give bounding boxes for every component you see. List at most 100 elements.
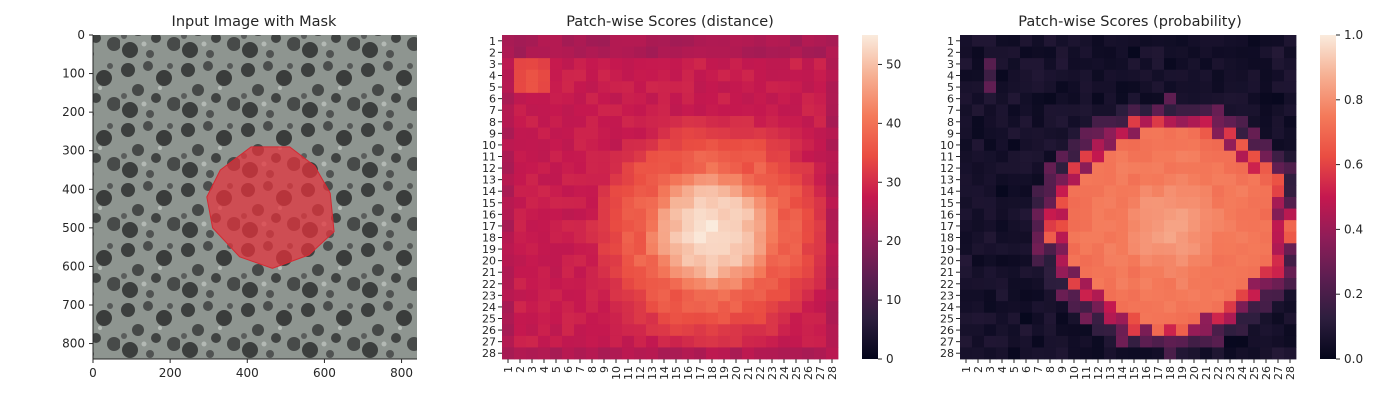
heatmap-cell xyxy=(766,208,779,221)
heatmap-cell xyxy=(960,231,973,244)
heatmap-cell xyxy=(790,312,803,325)
heatmap-cell xyxy=(550,69,563,82)
panel-input-image: Input Image with Mask 0 200 400 600 800 0100… xyxy=(62,14,417,380)
heatmap-cell xyxy=(826,324,839,337)
heatmap-cell xyxy=(766,58,779,71)
x-tick-label: 17 xyxy=(694,366,707,380)
heatmap-cell xyxy=(1044,69,1057,82)
heatmap-cell xyxy=(586,139,599,152)
heatmap-cell xyxy=(742,185,755,198)
heatmap-cell xyxy=(1104,127,1117,140)
heatmap-cell xyxy=(960,254,973,267)
heatmap-cell xyxy=(1272,278,1285,290)
heatmap-cell xyxy=(972,231,985,244)
heatmap-cell xyxy=(1260,139,1273,152)
heatmap-cell xyxy=(1080,312,1093,325)
heatmap-cell xyxy=(984,301,997,314)
heatmap-cell xyxy=(1200,335,1213,348)
heatmap-cell xyxy=(1008,289,1021,302)
heatmap-cell xyxy=(538,104,551,117)
heatmap-cell xyxy=(1152,254,1165,267)
heatmap-cell xyxy=(996,35,1009,47)
heatmap-cell xyxy=(1020,324,1033,337)
heatmap-cell xyxy=(1056,35,1069,47)
heatmap-cell xyxy=(670,289,683,302)
heatmap-cell xyxy=(1236,46,1249,59)
heatmap-cell xyxy=(646,278,659,290)
heatmap-cell xyxy=(1272,104,1285,117)
heatmap-cell xyxy=(1008,231,1021,244)
heatmap-cell xyxy=(1020,127,1033,140)
heatmap-cell xyxy=(670,46,683,59)
heatmap-cell xyxy=(1068,185,1081,198)
heatmap-cell xyxy=(730,173,743,186)
heatmap-cell xyxy=(1284,278,1297,290)
heatmap-cell xyxy=(658,35,671,47)
heatmap-cell xyxy=(730,197,743,209)
heatmap-cell xyxy=(718,69,731,82)
heatmap-cell xyxy=(550,231,563,244)
heatmap-cell xyxy=(1128,301,1141,314)
heatmap-cell xyxy=(1068,150,1081,163)
heatmap-cell xyxy=(1044,162,1057,175)
heatmap-cell xyxy=(1212,220,1225,233)
heatmap-cell xyxy=(574,266,587,279)
x-tick-label: 5 xyxy=(550,366,563,373)
heatmap-cell xyxy=(814,116,827,128)
heatmap-cell xyxy=(814,104,827,117)
heatmap-cell xyxy=(802,35,815,47)
x-tick-label: 27 xyxy=(1272,366,1285,380)
heatmap-cell xyxy=(682,173,695,186)
heatmap-cell xyxy=(718,150,731,163)
heatmap-cell xyxy=(1284,116,1297,128)
heatmap-cell xyxy=(550,301,563,314)
heatmap-cell xyxy=(790,231,803,244)
heatmap-cell xyxy=(1236,324,1249,337)
heatmap-cell xyxy=(1176,58,1189,71)
heatmap-cell xyxy=(742,116,755,128)
heatmap-cell xyxy=(706,139,719,152)
heatmap-cell xyxy=(960,92,973,105)
y-tick-label: 10 xyxy=(482,139,496,152)
heatmap-cell xyxy=(706,69,719,82)
heatmap-cell xyxy=(766,312,779,325)
heatmap-cell xyxy=(730,335,743,348)
heatmap-cell xyxy=(622,81,635,94)
heatmap-cell xyxy=(1056,266,1069,279)
panel3-title: Patch-wise Scores (probability) xyxy=(1018,14,1241,30)
heatmap-cell xyxy=(814,208,827,221)
heatmap-cell xyxy=(1116,208,1129,221)
heatmap-cell xyxy=(1248,116,1261,128)
heatmap-cell xyxy=(960,104,973,117)
heatmap-cell xyxy=(562,231,575,244)
heatmap-cell xyxy=(1008,58,1021,71)
heatmap-cell xyxy=(1224,220,1237,233)
heatmap-cell xyxy=(1284,173,1297,186)
heatmap-cell xyxy=(742,278,755,290)
heatmap-cell xyxy=(1224,81,1237,94)
heatmap-cell xyxy=(1224,208,1237,221)
heatmap-cell xyxy=(766,69,779,82)
heatmap-cell xyxy=(1020,185,1033,198)
heatmap-cell xyxy=(502,231,515,244)
y-tick-label: 19 xyxy=(482,243,496,256)
heatmap-cell xyxy=(1092,162,1105,175)
heatmap-cell xyxy=(538,69,551,82)
x-tick-label: 7 xyxy=(1032,366,1045,373)
heatmap-cell xyxy=(622,127,635,140)
heatmap-cell xyxy=(730,81,743,94)
heatmap-cell xyxy=(1212,197,1225,209)
heatmap-cell xyxy=(586,81,599,94)
heatmap-cell xyxy=(538,173,551,186)
heatmap-cell xyxy=(670,150,683,163)
heatmap-cell xyxy=(670,231,683,244)
heatmap-cell xyxy=(574,324,587,337)
heatmap-cell xyxy=(814,81,827,94)
heatmap-cell xyxy=(960,197,973,209)
heatmap-cell xyxy=(682,139,695,152)
heatmap-cell xyxy=(1020,208,1033,221)
heatmap-cell xyxy=(1200,185,1213,198)
heatmap-cell xyxy=(1068,324,1081,337)
heatmap-cell xyxy=(1272,289,1285,302)
